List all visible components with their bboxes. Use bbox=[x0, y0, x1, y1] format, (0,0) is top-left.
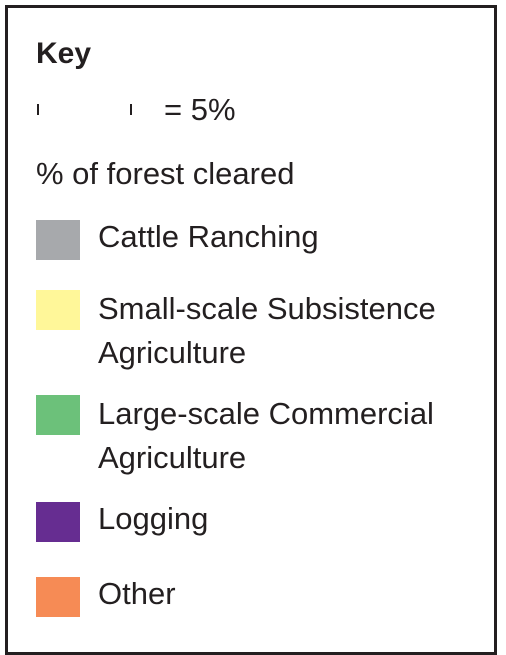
item-label: Large-scale Commercial Agriculture bbox=[98, 396, 434, 475]
scale-tick bbox=[130, 104, 132, 115]
swatch bbox=[36, 577, 80, 617]
item-label: Other bbox=[98, 576, 176, 611]
scale-text: = 5% bbox=[164, 92, 236, 127]
swatch bbox=[36, 395, 80, 435]
item-label: Cattle Ranching bbox=[98, 219, 319, 254]
swatch bbox=[36, 502, 80, 542]
item-label: Small-scale Subsistence Agriculture bbox=[98, 291, 436, 370]
swatch bbox=[36, 290, 80, 330]
key-title: Key bbox=[36, 37, 92, 70]
scale-tick bbox=[37, 104, 39, 115]
swatch bbox=[36, 220, 80, 260]
key-subtitle: % of forest cleared bbox=[36, 156, 295, 191]
item-label: Logging bbox=[98, 501, 209, 536]
